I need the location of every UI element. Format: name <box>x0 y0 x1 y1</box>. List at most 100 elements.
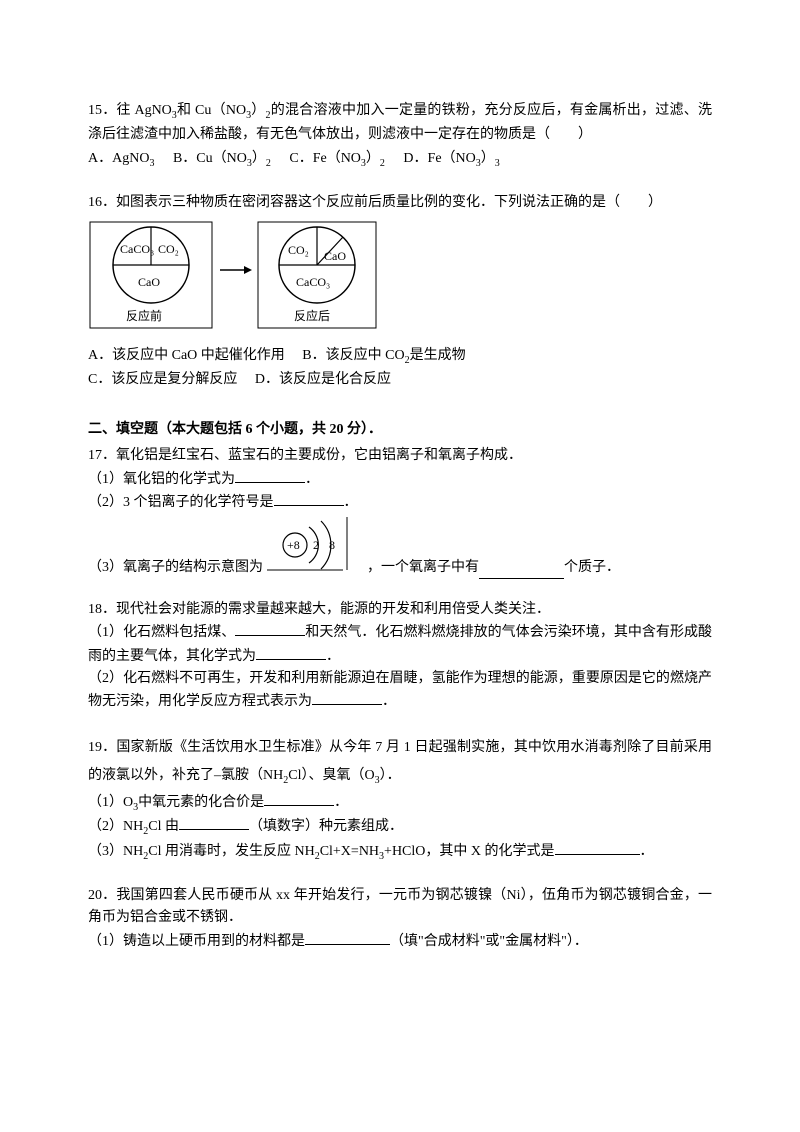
q20-intro: 20．我国第四套人民币硬币从 xx 年开始发行，一元币为钢芯镀镍（Ni），伍角币… <box>88 885 712 930</box>
q20-part1: （1）铸造以上硬币用到的材料都是 （填"合成材料"或"金属材料"）． <box>88 930 712 953</box>
question-18: 18．现代社会对能源的需求量越来越大，能源的开发和利用倍受人类关注． （1）化石… <box>88 599 712 714</box>
t: （3）氧离子的结构示意图为 <box>88 557 263 579</box>
q19-part1: （1）O3中氧元素的化合价是． <box>88 791 712 816</box>
t: ） <box>252 151 266 166</box>
label-before: 反应前 <box>126 308 162 323</box>
q15-text: 15．往 AgNO3和 Cu（NO3）2的混合溶液中加入一定量的铁粉，充分反应后… <box>88 100 712 146</box>
q19-part3: （3）NH2Cl 用消毒时，发生反应 NH2Cl+X=NH3+HClO，其中 X… <box>88 840 712 865</box>
q15-options: A．AgNO3 B．Cu（NO3）2 C．Fe（NO3）2 D．Fe（NO3）3 <box>88 148 712 172</box>
q17-intro: 17．氧化铝是红宝石、蓝宝石的主要成份，它由铝离子和氧离子构成． <box>88 445 712 467</box>
label-co2: CO₂ <box>158 242 179 256</box>
q16-text: 16．如图表示三种物质在密闭容器这个反应前后质量比例的变化．下列说法正确的是（ … <box>88 192 712 214</box>
t: 和 Cu（NO <box>177 103 246 118</box>
q15-opt-c: C．Fe（NO3）2 <box>289 151 385 166</box>
blank <box>555 840 640 855</box>
question-16: 16．如图表示三种物质在密闭容器这个反应前后质量比例的变化．下列说法正确的是（ … <box>88 192 712 391</box>
blank <box>264 791 334 806</box>
blank <box>235 621 305 636</box>
q18-intro: 18．现代社会对能源的需求量越来越大，能源的开发和利用倍受人类关注． <box>88 599 712 621</box>
t: 个质子． <box>564 557 620 579</box>
t: ） <box>251 103 265 118</box>
q15-opt-b: B．Cu（NO3）2 <box>173 151 271 166</box>
shell1-label: 2 <box>313 538 319 552</box>
q16-number: 16． <box>88 195 116 210</box>
label-co2-r: CO₂ <box>288 243 309 257</box>
q16-opt-d: D．该反应是化合反应 <box>255 372 391 387</box>
t: 往 AgNO <box>116 103 171 118</box>
q17-part1: （1）氧化铝的化学式为 ． <box>88 468 712 491</box>
label-caco3-r: CaCO₃ <box>296 275 330 289</box>
t: ． <box>334 795 348 810</box>
t: 2 <box>380 158 385 169</box>
q16-opt-a: A．该反应中 CaO 中起催化作用 <box>88 348 285 363</box>
label-caco3: CaCO₃ <box>120 242 154 256</box>
blank <box>235 468 305 483</box>
t: （1）氧化铝的化学式为 <box>88 472 235 487</box>
section-2-header: 二、填空题（本大题包括 6 个小题，共 20 分）． <box>88 419 712 441</box>
blank <box>179 815 249 830</box>
label-after: 反应后 <box>294 308 330 323</box>
blank <box>479 564 564 579</box>
t: ） <box>366 151 380 166</box>
t: 3 <box>495 158 500 169</box>
t: 是生成物 <box>410 348 466 363</box>
blank <box>305 930 390 945</box>
question-17: 17．氧化铝是红宝石、蓝宝石的主要成份，它由铝离子和氧离子构成． （1）氧化铝的… <box>88 445 712 579</box>
shell2-label: 8 <box>329 538 335 552</box>
t: Cl+X=NH <box>320 844 379 859</box>
t: Cl 用消毒时，发生反应 NH <box>148 844 314 859</box>
t: （填"合成材料"或"金属材料"）． <box>390 934 588 949</box>
label-cao-r: CaO <box>324 249 346 263</box>
t: 如图表示三种物质在密闭容器这个反应前后质量比例的变化．下列说法正确的是（ ） <box>116 195 662 210</box>
t: （1）O <box>88 795 133 810</box>
question-20: 20．我国第四套人民币硬币从 xx 年开始发行，一元币为钢芯镀镍（Ni），伍角币… <box>88 885 712 953</box>
t: 我国第四套人民币硬币从 xx 年开始发行，一元币为钢芯镀镍（Ni），伍角币为钢芯… <box>88 888 712 925</box>
blank <box>312 690 382 705</box>
t: （填数字）种元素组成． <box>249 819 403 834</box>
t: Cl 由 <box>148 819 179 834</box>
question-19: 19．国家新版《生活饮用水卫生标准》从今年 7 月 1 日起强制实施，其中饮用水… <box>88 734 712 865</box>
q19-part2: （2）NH2Cl 由（填数字）种元素组成． <box>88 815 712 840</box>
t: ． <box>640 844 654 859</box>
t: ，一个氧离子中有 <box>367 557 479 579</box>
t: ） <box>481 151 495 166</box>
t: ． <box>344 495 358 510</box>
atom-diagram: +8 2 8 <box>267 515 363 579</box>
t: 氧化铝是红宝石、蓝宝石的主要成份，它由铝离子和氧离子构成． <box>116 448 522 463</box>
q16-opt-b: B．该反应中 CO2是生成物 <box>302 348 465 363</box>
t: （2）NH <box>88 819 143 834</box>
q19-number: 19． <box>88 740 116 755</box>
t: 中氧元素的化合价是 <box>138 795 264 810</box>
q17-number: 17． <box>88 448 116 463</box>
t: 2 <box>266 158 271 169</box>
q16-options: A．该反应中 CaO 中起催化作用 B．该反应中 CO2是生成物 C．该反应是复… <box>88 345 712 391</box>
t: （3）NH <box>88 844 143 859</box>
q17-part2: （2）3 个铝离子的化学符号是 ． <box>88 491 712 514</box>
t: D．Fe（NO <box>403 151 475 166</box>
question-15: 15．往 AgNO3和 Cu（NO3）2的混合溶液中加入一定量的铁粉，充分反应后… <box>88 100 712 172</box>
t: A．AgNO <box>88 151 149 166</box>
t: ． <box>382 694 396 709</box>
label-cao: CaO <box>138 275 160 289</box>
q18-part2: （2）化石燃料不可再生，开发和利用新能源迫在眉睫，氢能作为理想的能源，重要原因是… <box>88 668 712 714</box>
q16-opt-c: C．该反应是复分解反应 <box>88 372 237 387</box>
t: （1）铸造以上硬币用到的材料都是 <box>88 934 305 949</box>
t: Cl）、臭氧（O <box>288 768 374 783</box>
t: 3 <box>149 158 154 169</box>
blank <box>274 491 344 506</box>
t: C．Fe（NO <box>289 151 361 166</box>
q18-number: 18． <box>88 602 116 617</box>
reaction-diagram: CaCO₃ CO₂ CaO 反应前 CO₂ CaO CaCO₃ 反应后 <box>88 220 378 330</box>
t: （2）3 个铝离子的化学符号是 <box>88 495 274 510</box>
t: ． <box>305 472 319 487</box>
t: ． <box>326 649 340 664</box>
t: B．Cu（NO <box>173 151 247 166</box>
q15-opt-a: A．AgNO3 <box>88 151 154 166</box>
t: B．该反应中 CO <box>302 348 404 363</box>
t: （2）化石燃料不可再生，开发和利用新能源迫在眉睫，氢能作为理想的能源，重要原因是… <box>88 671 712 709</box>
t: （1）化石燃料包括煤、 <box>88 625 235 640</box>
q20-number: 20． <box>88 888 116 903</box>
t: ）． <box>380 768 401 783</box>
q18-part1: （1）化石燃料包括煤、和天然气．化石燃料燃烧排放的气体会污染环境，其中含有形成酸… <box>88 621 712 668</box>
q17-part3: （3）氧离子的结构示意图为 +8 2 8 ，一个氧离子中有 个质子． <box>88 515 712 579</box>
